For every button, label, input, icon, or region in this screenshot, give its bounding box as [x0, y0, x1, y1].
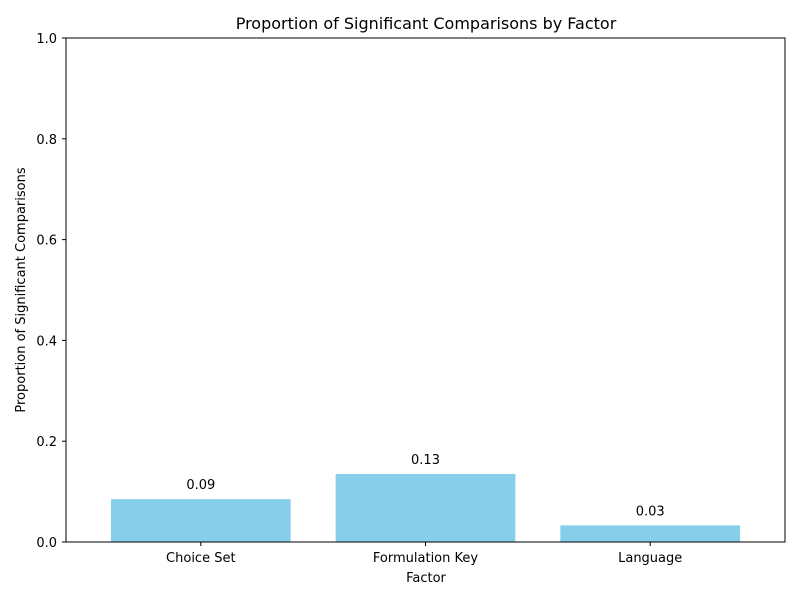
y-tick-label: 1.0 — [36, 32, 57, 47]
data-label: 0.03 — [636, 504, 665, 519]
plot-frame — [65, 37, 786, 543]
bar-choice-set — [110, 499, 291, 542]
y-axis: 0.0 0.2 0.4 0.6 0.8 1.0 — [36, 32, 66, 551]
y-tick-label: 0.4 — [36, 334, 57, 349]
y-tick-label: 0.8 — [36, 133, 57, 148]
bars-layer — [110, 473, 741, 542]
bar-language — [560, 525, 741, 542]
y-tick-label: 0.0 — [36, 536, 57, 551]
x-tick-label: Language — [618, 551, 682, 566]
chart-title: Proportion of Significant Comparisons by… — [236, 14, 617, 33]
y-axis-label: Proportion of Significant Comparisons — [14, 167, 29, 412]
bar-formulation-key — [335, 473, 516, 542]
y-tick-label: 0.6 — [36, 234, 57, 249]
y-tick-label: 0.2 — [36, 435, 57, 450]
x-axis-label: Factor — [406, 571, 446, 586]
data-labels-layer: 0.09 0.13 0.03 — [186, 453, 664, 519]
x-axis: Choice Set Formulation Key Language — [166, 542, 682, 566]
data-label: 0.09 — [186, 478, 215, 493]
x-tick-label: Formulation Key — [373, 551, 478, 566]
data-label: 0.13 — [411, 453, 440, 468]
x-tick-label: Choice Set — [166, 551, 236, 566]
